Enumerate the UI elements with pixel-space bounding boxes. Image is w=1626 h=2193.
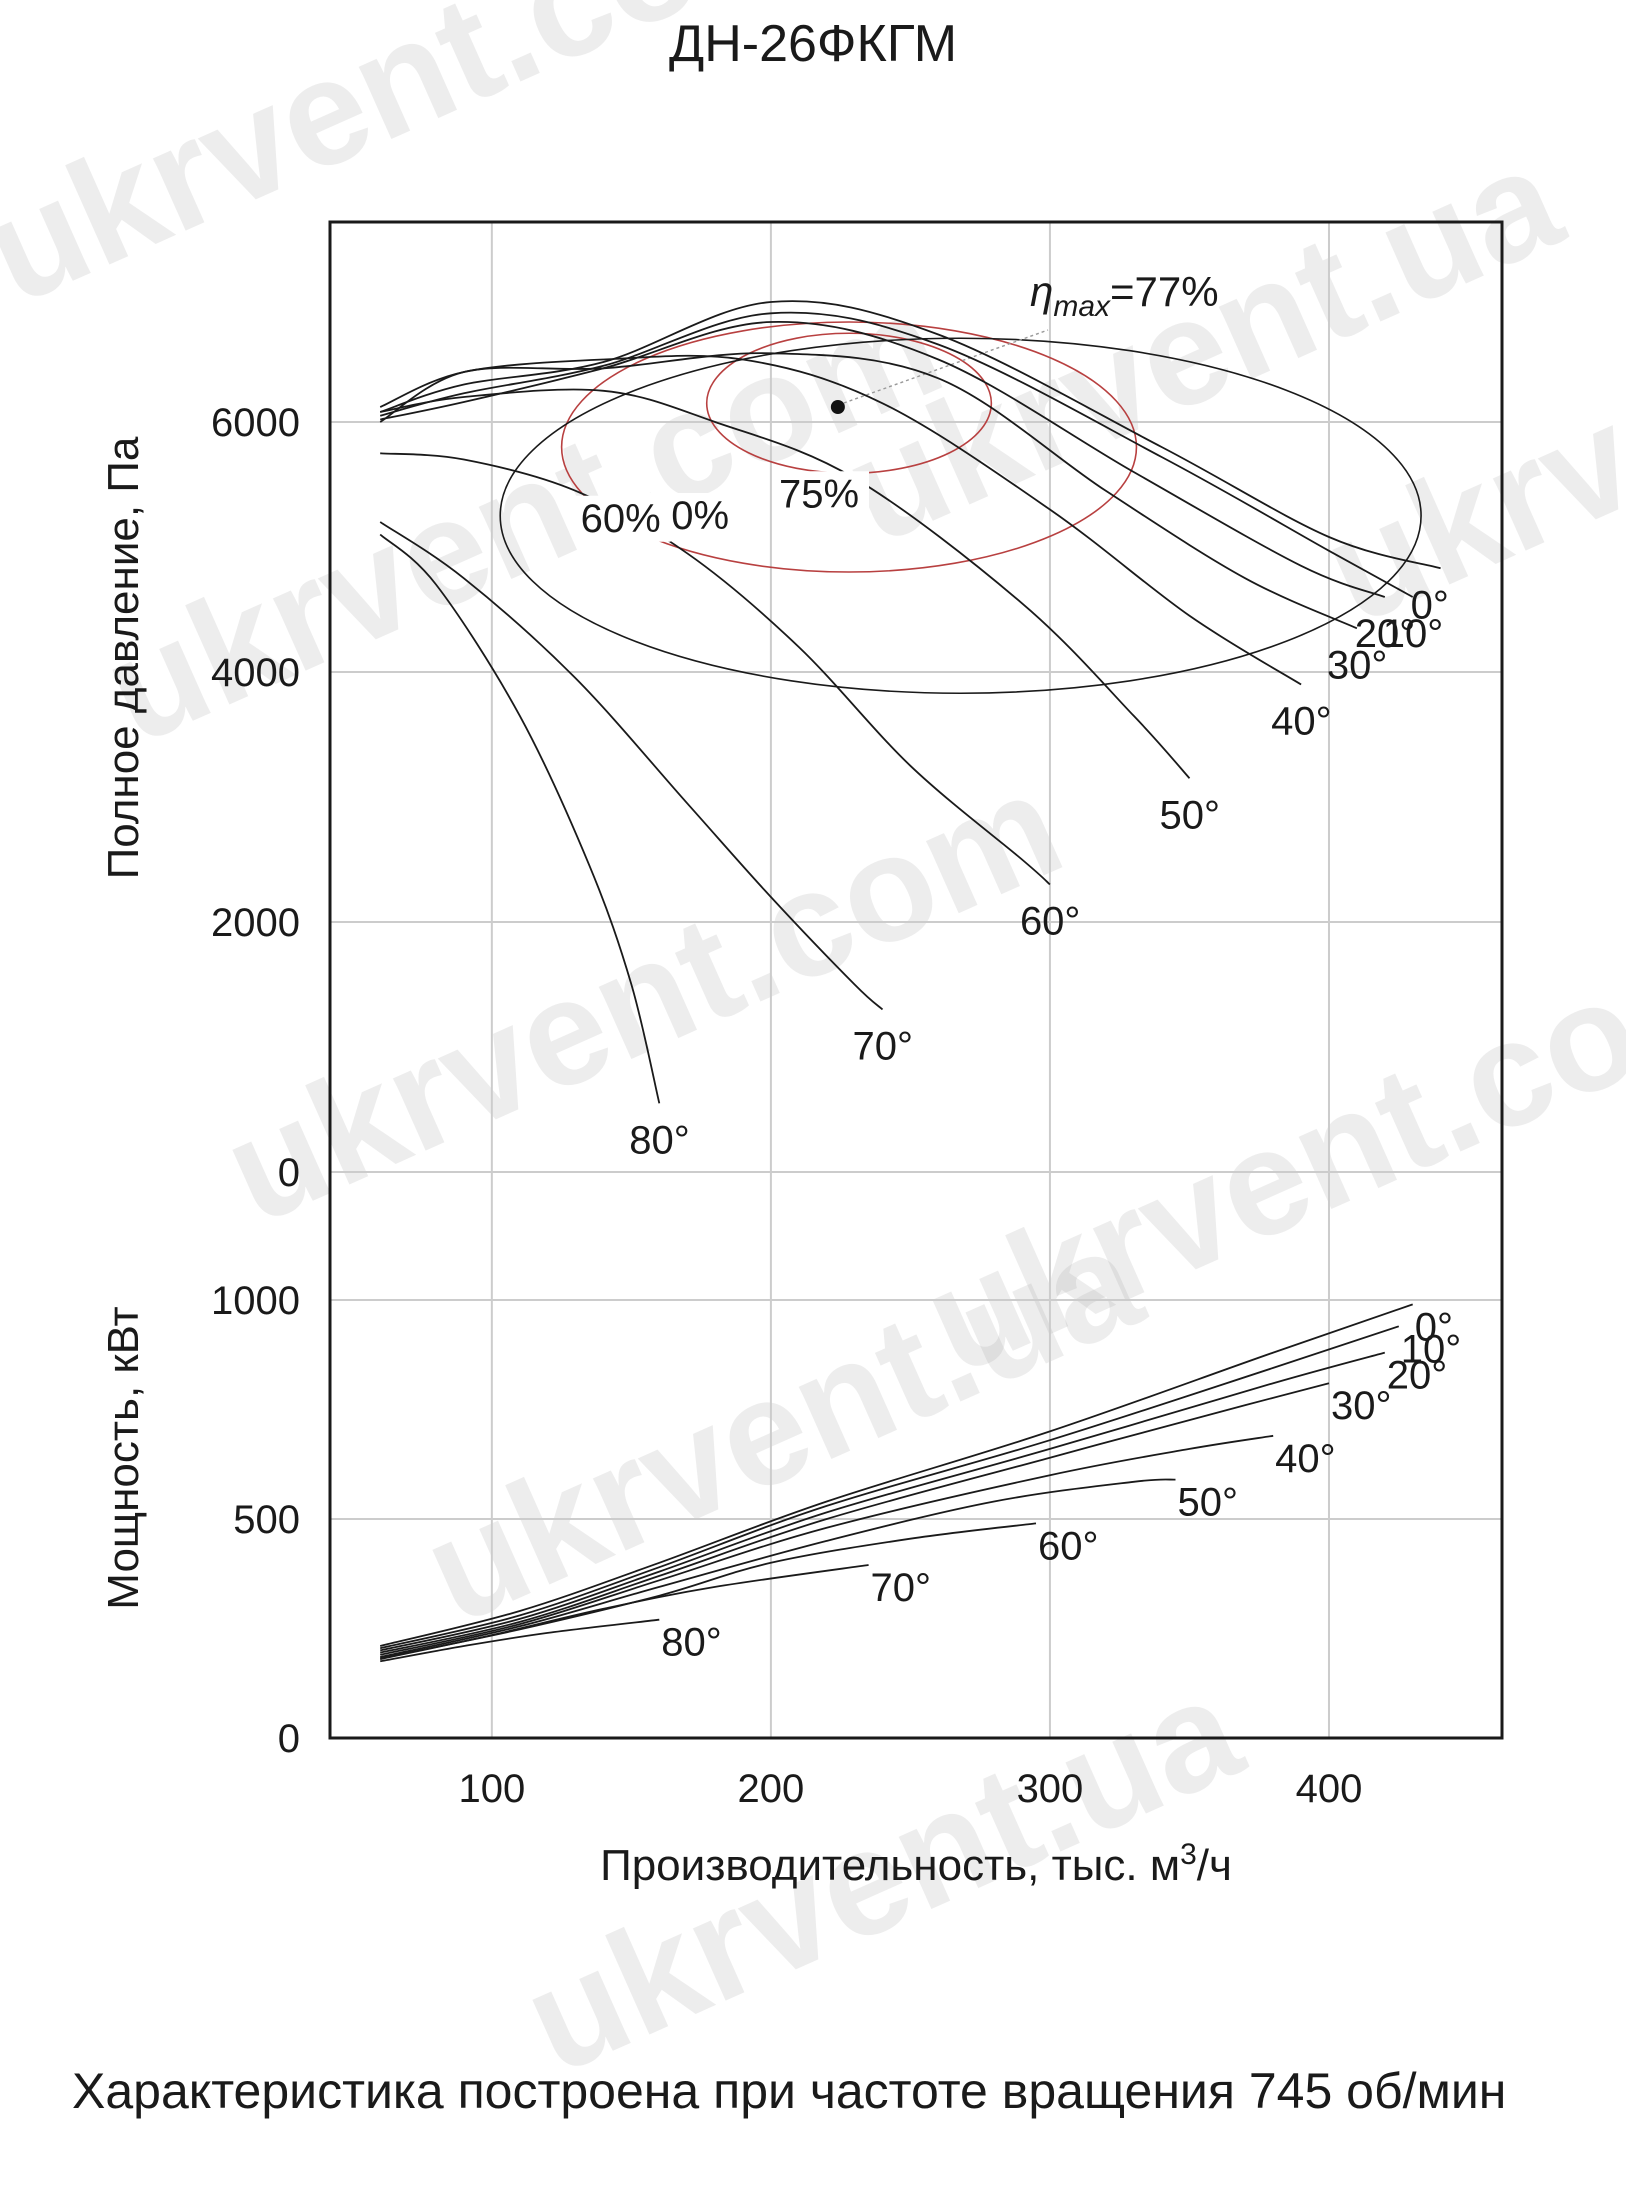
pressure-curve bbox=[379, 352, 1358, 630]
contour-label-bg bbox=[574, 495, 671, 542]
power-curve-label: 70° bbox=[871, 1566, 932, 1610]
power-curve bbox=[380, 1618, 660, 1663]
pressure-curve-label: 20° bbox=[1355, 612, 1416, 656]
label-layer: 100 200 300 40002000400060000500100075%70%6… bbox=[211, 268, 1461, 1811]
power-curve bbox=[380, 1478, 1176, 1658]
power-curve-label: 50° bbox=[1178, 1481, 1239, 1525]
pressure-curve-label: 60° bbox=[1020, 900, 1081, 944]
power-curve bbox=[380, 1564, 869, 1661]
pressure-axis-label: Полное давление, Па bbox=[99, 436, 148, 879]
contour-label-bg bbox=[773, 471, 870, 518]
power-curve-label: 20° bbox=[1387, 1354, 1448, 1398]
pressure-curve-label: 70° bbox=[853, 1025, 914, 1069]
pressure-curve bbox=[379, 354, 1302, 686]
power-curve-label: 10° bbox=[1401, 1327, 1462, 1371]
y-tick-label-power: 1000 bbox=[211, 1279, 300, 1323]
power-curve bbox=[380, 1351, 1386, 1652]
pressure-curve bbox=[379, 300, 1441, 570]
pressure-curve-label: 10° bbox=[1383, 612, 1444, 656]
pressure-curve bbox=[379, 521, 884, 1011]
power-curve bbox=[380, 1382, 1330, 1654]
power-curve-label: 60° bbox=[1038, 1524, 1099, 1568]
pressure-curve bbox=[380, 321, 1386, 598]
power-curve bbox=[379, 1303, 1413, 1647]
y-tick-label-pressure: 0 bbox=[278, 1151, 300, 1195]
pressure-curve bbox=[379, 311, 1414, 598]
efficiency-contour bbox=[499, 337, 1422, 695]
efficiency-contour-label: 75% bbox=[779, 472, 859, 516]
rotation-speed-note: Характеристика построена при частоте вра… bbox=[72, 2063, 1507, 2119]
y-tick-label-pressure: 4000 bbox=[211, 651, 300, 695]
chart-title: ДН-26ФКГМ bbox=[668, 15, 958, 73]
grid-layer bbox=[330, 222, 1502, 1739]
plot-frame bbox=[328, 220, 1504, 1740]
efficiency-contour-label: 60% bbox=[581, 497, 661, 541]
efficiency-contour bbox=[560, 321, 1138, 573]
pressure-curve-label: 80° bbox=[629, 1118, 690, 1162]
pressure-curve-label: 40° bbox=[1271, 700, 1332, 744]
x-tick-label: 300 bbox=[1017, 1767, 1084, 1811]
power-curve bbox=[379, 1325, 1400, 1650]
pressure-curve-label: 0° bbox=[1411, 583, 1449, 627]
power-curve-label: 40° bbox=[1275, 1437, 1336, 1481]
x-tick-label: 100 bbox=[458, 1767, 525, 1811]
power-curve bbox=[380, 1434, 1274, 1656]
x-tick-label: 200 bbox=[738, 1767, 805, 1811]
x-axis-label: Производительность, тыс. м3/ч bbox=[600, 1838, 1232, 1890]
x-tick-label: 400 bbox=[1296, 1767, 1363, 1811]
power-curve-label: 30° bbox=[1331, 1384, 1392, 1428]
curve-layer bbox=[379, 300, 1441, 1663]
y-tick-label-power: 0 bbox=[278, 1717, 300, 1761]
pressure-curve bbox=[379, 533, 661, 1104]
y-tick-label-power: 500 bbox=[233, 1498, 300, 1542]
pressure-curve-label: 50° bbox=[1159, 793, 1220, 837]
pressure-curve-label: 30° bbox=[1327, 643, 1388, 687]
eta-max-label: ηmax=77% bbox=[1030, 268, 1219, 323]
power-curve-label: 80° bbox=[661, 1621, 722, 1665]
efficiency-contour-layer bbox=[499, 321, 1422, 695]
power-curve-label: 0° bbox=[1415, 1305, 1453, 1349]
eta-max-leader bbox=[843, 329, 1049, 404]
fan-performance-chart: 100 200 300 40002000400060000500100075%70%6… bbox=[99, 220, 1504, 1890]
efficiency-contour bbox=[705, 332, 993, 475]
eta-max-point bbox=[830, 400, 845, 414]
pressure-curve bbox=[380, 388, 1191, 779]
y-tick-label-pressure: 6000 bbox=[211, 401, 300, 445]
power-axis-label: Мощность, кВт bbox=[99, 1306, 148, 1609]
pressure-curve bbox=[380, 452, 1051, 886]
y-tick-label-pressure: 2000 bbox=[211, 901, 300, 945]
